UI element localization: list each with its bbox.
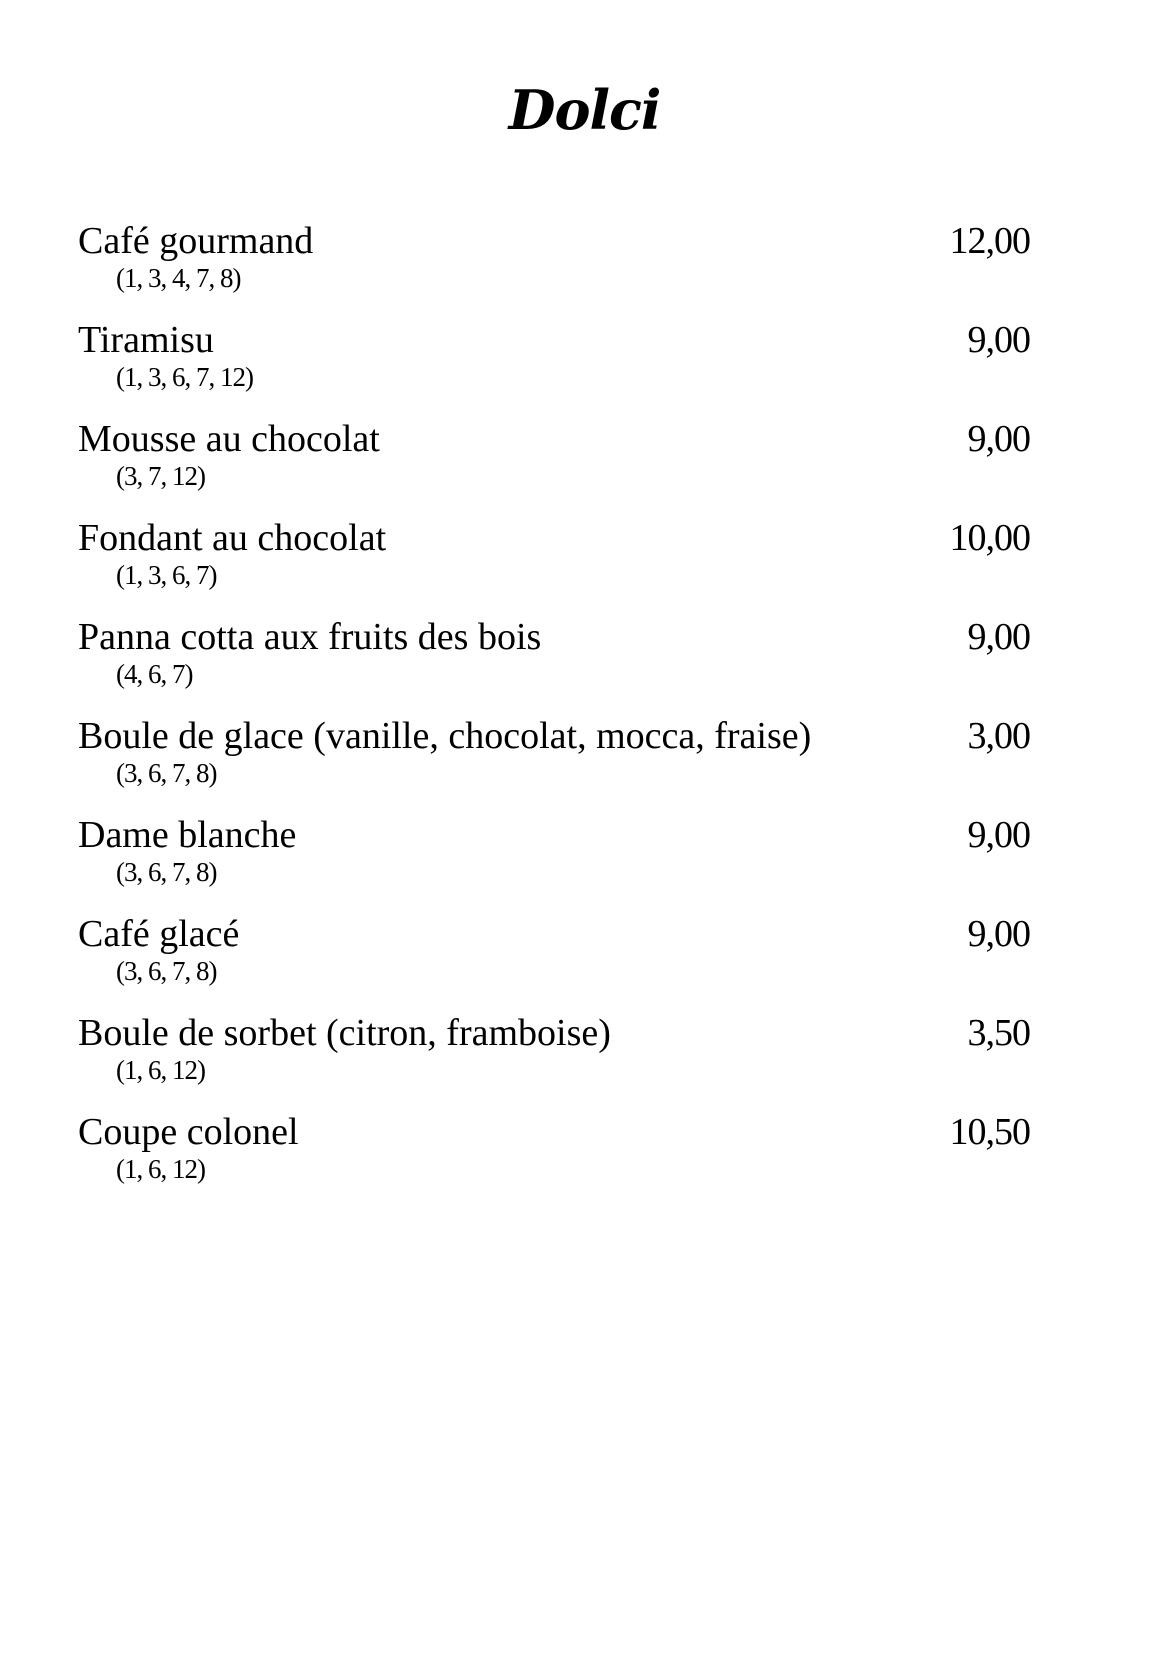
item-price: 3,00: [967, 715, 1031, 757]
item-price: 9,00: [967, 319, 1031, 361]
item-name: Dame blanche: [78, 814, 297, 856]
menu-item: Tiramisu (1, 3, 6, 7, 12) 9,00: [78, 317, 1031, 416]
item-price: 9,00: [967, 814, 1031, 856]
item-allergens: (3, 6, 7, 8): [116, 956, 217, 986]
item-name: Fondant au chocolat: [78, 517, 387, 559]
item-name: Panna cotta aux fruits des bois: [78, 616, 542, 658]
item-allergens: (1, 3, 4, 7, 8): [116, 263, 241, 293]
menu-item: Boule de glace (vanille, chocolat, mocca…: [78, 713, 1031, 812]
menu-item: Dame blanche (3, 6, 7, 8) 9,00: [78, 812, 1031, 911]
item-allergens: (1, 3, 6, 7): [116, 560, 217, 590]
item-allergens: (1, 3, 6, 7, 12): [116, 362, 254, 392]
item-name: Coupe colonel: [78, 1111, 299, 1153]
item-name: Boule de sorbet (citron, framboise): [78, 1012, 611, 1054]
menu-list: Café gourmand (1, 3, 4, 7, 8) 12,00 Tirami…: [78, 218, 1031, 1208]
item-name: Tiramisu: [78, 319, 214, 361]
item-price: 10,00: [949, 517, 1031, 559]
item-name: Café glacé: [78, 913, 240, 955]
item-price: 10,50: [949, 1111, 1031, 1153]
menu-item: Café gourmand (1, 3, 4, 7, 8) 12,00: [78, 218, 1031, 317]
item-name: Café gourmand: [78, 220, 314, 262]
item-allergens: (3, 6, 7, 8): [116, 857, 217, 887]
item-price: 9,00: [967, 913, 1031, 955]
item-price: 12,00: [949, 220, 1031, 262]
menu-item: Boule de sorbet (citron, framboise) (1, 6…: [78, 1010, 1031, 1109]
item-allergens: (1, 6, 12): [116, 1154, 206, 1184]
item-price: 9,00: [967, 616, 1031, 658]
menu-item: Panna cotta aux fruits des bois (4, 6, 7)…: [78, 614, 1031, 713]
menu-item: Fondant au chocolat (1, 3, 6, 7) 10,00: [78, 515, 1031, 614]
page-title: Dolci: [508, 78, 662, 142]
item-allergens: (1, 6, 12): [116, 1055, 206, 1085]
item-allergens: (4, 6, 7): [116, 659, 193, 689]
item-name: Mousse au chocolat: [78, 418, 380, 460]
item-allergens: (3, 7, 12): [116, 461, 206, 491]
item-price: 9,00: [967, 418, 1031, 460]
menu-item: Coupe colonel (1, 6, 12) 10,50: [78, 1109, 1031, 1208]
item-allergens: (3, 6, 7, 8): [116, 758, 217, 788]
item-price: 3,50: [967, 1012, 1031, 1054]
item-name: Boule de glace (vanille, chocolat, mocca…: [78, 715, 812, 757]
menu-item: Café glacé (3, 6, 7, 8) 9,00: [78, 911, 1031, 1010]
menu-item: Mousse au chocolat (3, 7, 12) 9,00: [78, 416, 1031, 515]
